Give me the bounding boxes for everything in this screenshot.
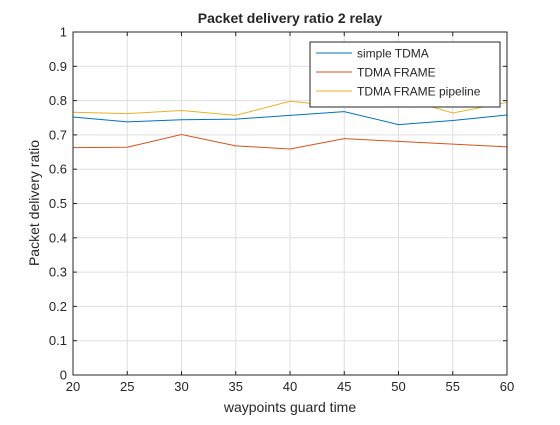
chart-title: Packet delivery ratio 2 relay xyxy=(198,10,383,26)
x-axis-label: waypoints guard time xyxy=(223,399,357,415)
y-tick-label: 0.4 xyxy=(49,230,67,245)
axes: 20 25 30 35 40 45 50 55 60 0 0.1 0.2 0.3 0.4 0.5 0.6 0.7… xyxy=(49,25,514,395)
y-tick-label: 0.3 xyxy=(49,265,67,280)
x-tick-label: 35 xyxy=(229,379,243,394)
series-line-2 xyxy=(72,134,508,150)
y-tick-label: 0.8 xyxy=(49,93,67,108)
y-tick-label: 0.1 xyxy=(49,333,67,348)
y-tick-label: 0.2 xyxy=(49,299,67,314)
legend-label: TDMA FRAME xyxy=(357,66,436,80)
x-tick-label: 50 xyxy=(391,379,405,394)
y-tick-label: 1 xyxy=(60,25,67,40)
x-tick-label: 30 xyxy=(174,379,188,394)
legend: simple TDMA TDMA FRAME TDMA FRAME pipeline xyxy=(309,41,501,108)
y-axis-label: Packet delivery ratio xyxy=(26,140,42,266)
x-tick-label: 55 xyxy=(446,379,460,394)
series-lines xyxy=(72,96,508,150)
y-tick-label: 0.9 xyxy=(49,59,67,74)
y-tick-label: 0 xyxy=(60,368,67,383)
x-tick-label: 20 xyxy=(66,379,80,394)
legend-label: TDMA FRAME pipeline xyxy=(357,85,481,99)
x-tick-label: 45 xyxy=(337,379,351,394)
x-tick-label: 60 xyxy=(500,379,514,394)
x-tick-label: 25 xyxy=(120,379,134,394)
y-tick-label: 0.7 xyxy=(49,127,67,142)
y-tick-label: 0.6 xyxy=(49,162,67,177)
legend-label: simple TDMA xyxy=(357,47,429,61)
y-tick-label: 0.5 xyxy=(49,196,67,211)
series-line-1 xyxy=(72,111,508,126)
x-tick-label: 40 xyxy=(283,379,297,394)
series-line-3 xyxy=(72,96,508,116)
